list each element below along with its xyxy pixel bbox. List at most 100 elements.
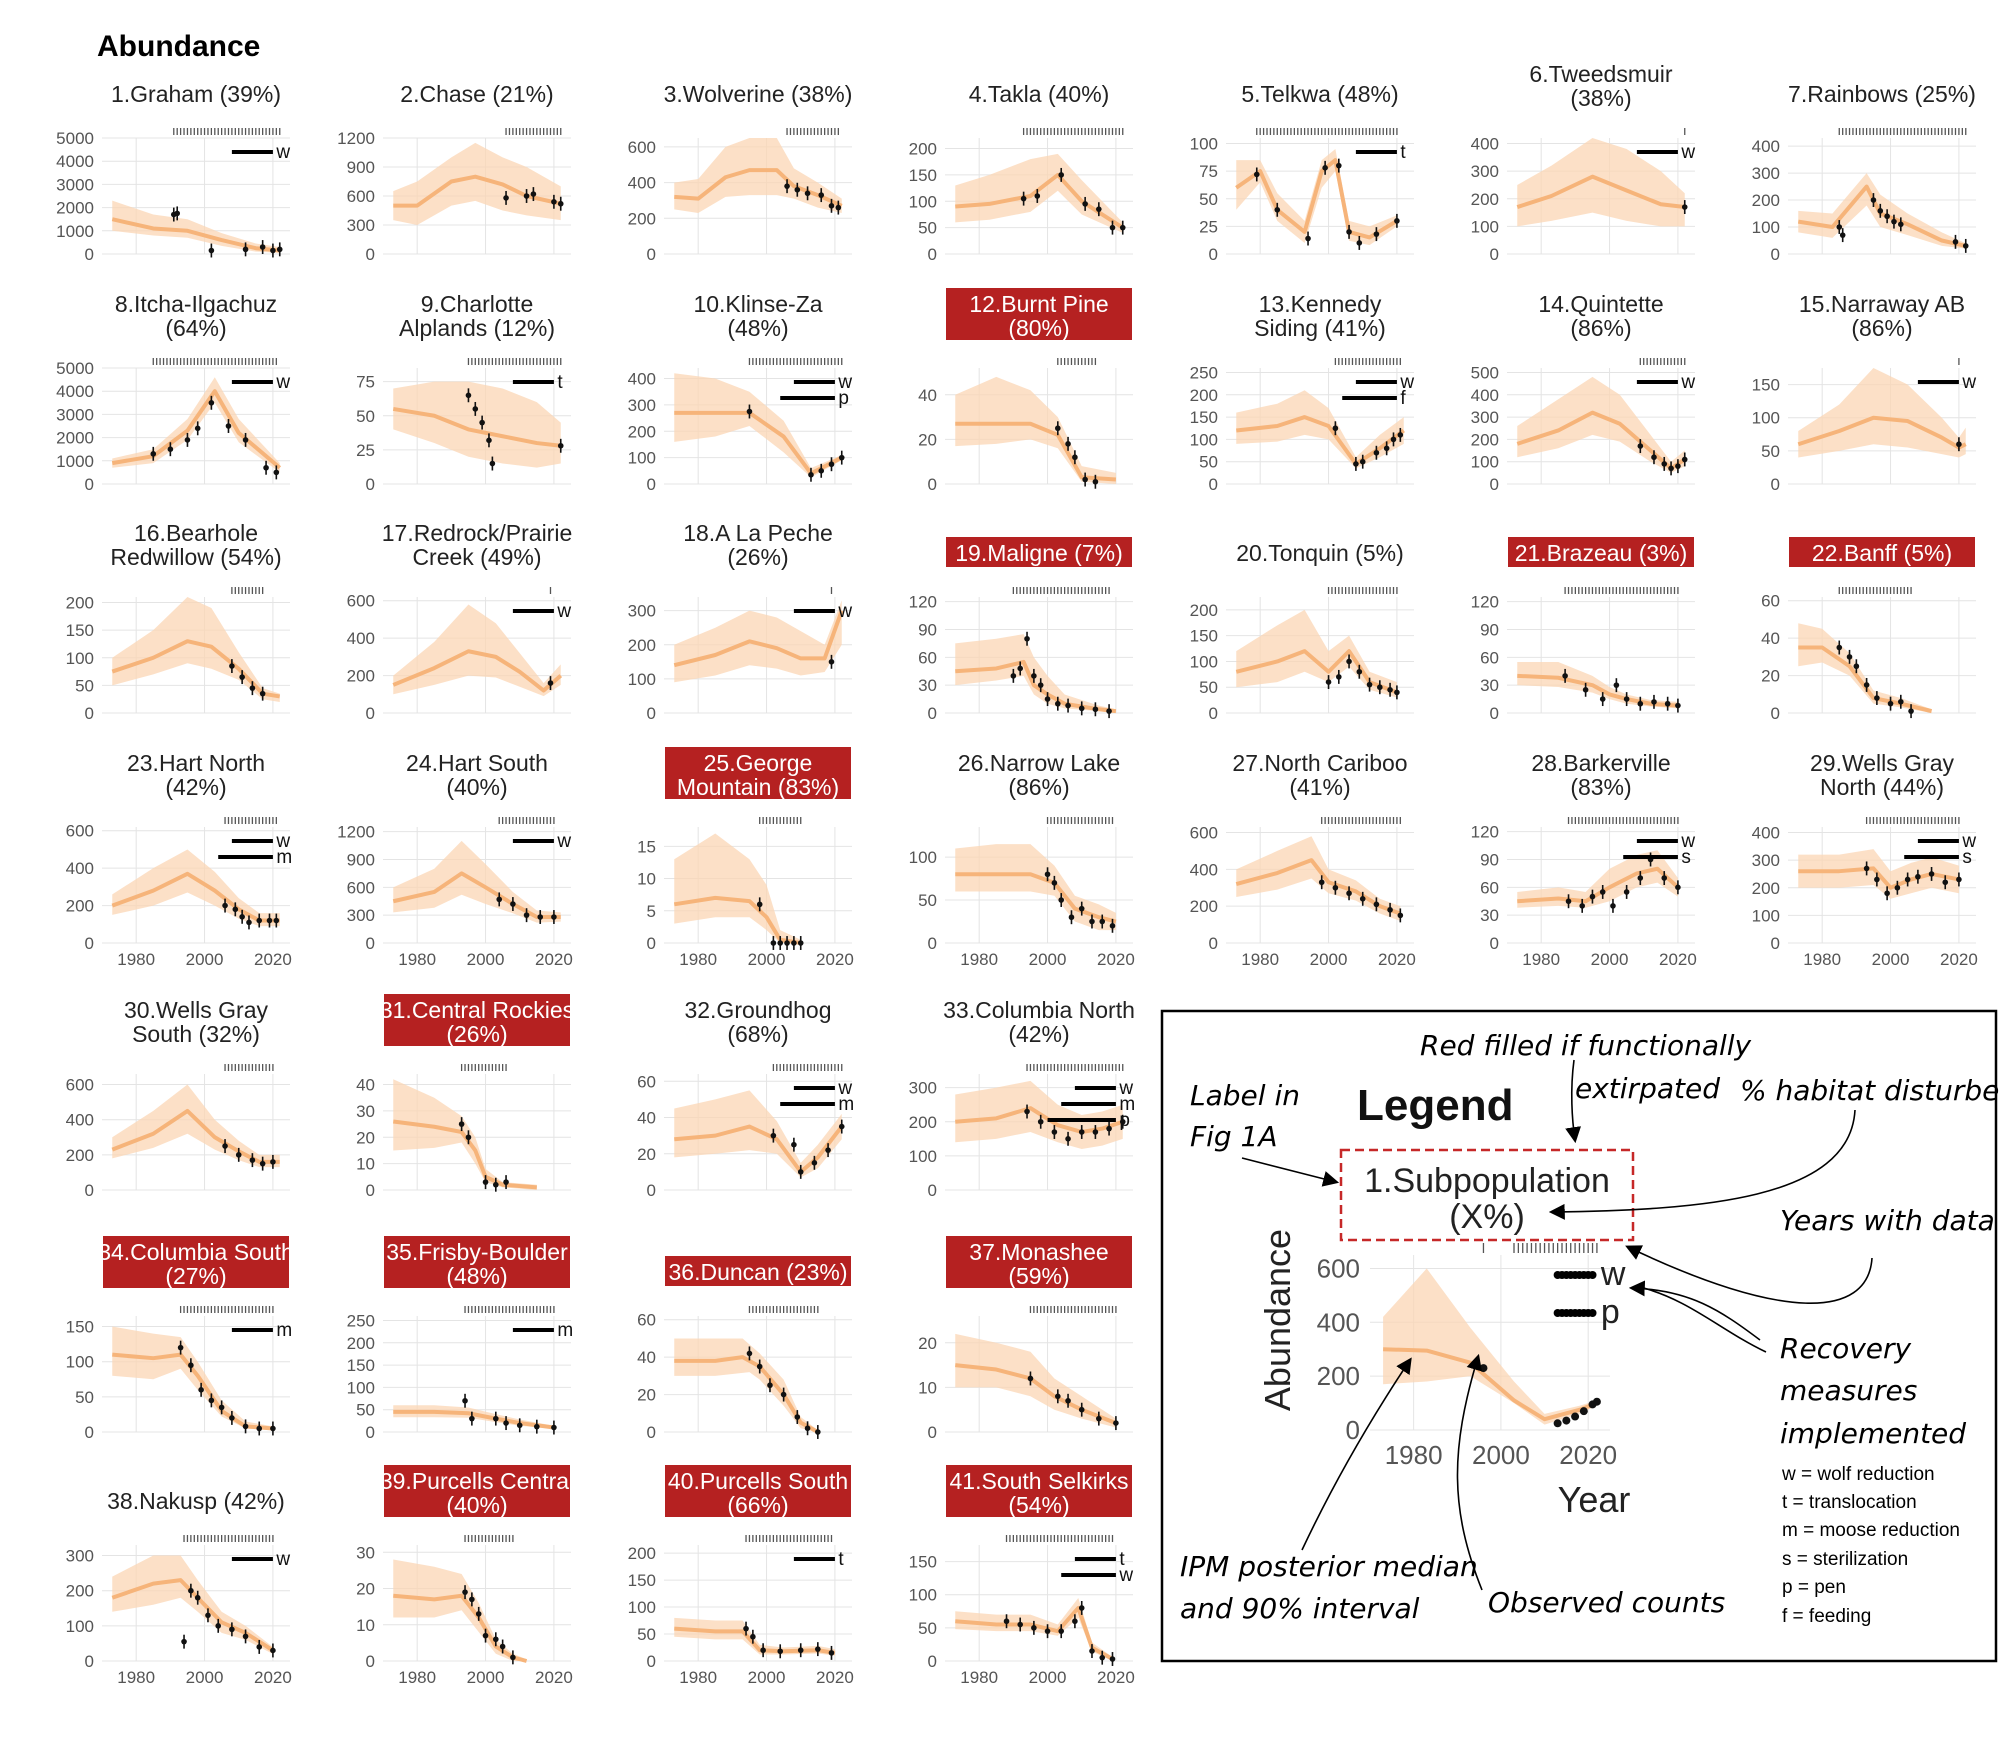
y-tick-label: 400 [628,370,656,389]
legend-x-tick: 1980 [1385,1440,1443,1470]
panel-7: 0 100 200 300 400 7.Rainbows (25%) [1752,81,1976,264]
obs-point [503,195,509,201]
y-tick-label: 120 [909,593,937,612]
y-tick-label: 4000 [56,152,94,171]
legend-obs-point [1562,1416,1571,1425]
y-tick-label: 150 [66,621,94,640]
obs-point [770,940,777,946]
y-tick-label: 50 [75,1388,94,1407]
credible-interval-band [112,849,280,927]
panel-title: (40%) [446,1492,507,1518]
y-tick-label: 150 [909,166,937,185]
key-wolf: w = wolf reduction [1781,1464,1935,1485]
obs-point [218,1404,225,1411]
median-line [111,1108,280,1164]
y-tick-label: 0 [1771,245,1780,264]
y-tick-label: 200 [347,667,375,686]
obs-point [259,690,266,697]
panel-title: 4.Takla (40%) [969,81,1110,107]
y-tick-label: 30 [1480,906,1499,925]
measure-label: w [1961,372,1976,393]
obs-point [1065,702,1071,709]
obs-point [188,1587,194,1594]
obs-point [760,1647,766,1654]
measure-label: w [1399,372,1414,393]
obs-point [465,1134,472,1141]
obs-point [1397,912,1404,919]
obs-point [1952,239,1959,245]
obs-point [1325,679,1332,685]
y-tick-label: 400 [1190,860,1218,879]
median-line [674,410,843,476]
obs-point [1874,695,1880,701]
panel-title: (80%) [1008,315,1069,341]
panel-title: (64%) [165,315,226,341]
credible-interval-band [1236,149,1397,246]
obs-point [465,392,472,399]
panel-title: 18.A La Peche [683,520,833,546]
obs-point [804,190,811,197]
y-tick-label: 50 [1761,442,1780,461]
y-tick-label: 20 [918,430,937,449]
y-tick-label: 0 [85,1652,94,1671]
obs-point [462,1397,468,1404]
obs-point [1027,1375,1034,1382]
measure-label: w [275,1549,290,1570]
measure-label: w [837,1078,852,1099]
y-tick-label: 0 [647,934,656,953]
measure-label: m [557,1320,573,1341]
median-line [1516,174,1685,210]
median-line [1517,673,1679,708]
y-tick-label: 10 [918,1378,937,1397]
median-line [1517,866,1680,904]
obs-point [1394,689,1400,696]
obs-point [1017,665,1023,672]
obs-point [818,468,825,474]
obs-point [1565,898,1572,905]
obs-point [1836,644,1843,651]
obs-point [756,901,763,908]
obs-point [1072,1618,1078,1625]
annotation-recovery-line2: measures [1780,1374,1917,1407]
obs-point [462,1589,468,1595]
panel-8: 0 1000 2000 3000 4000 5000 w 8.Itcha-Ilgachuz(6… [56,291,290,494]
obs-point [194,425,201,432]
y-tick-label: 100 [909,192,937,211]
panel-title: 1.Graham (39%) [111,81,281,107]
y-tick-label: 40 [918,386,937,405]
panel-title: 37.Monashee [969,1239,1108,1265]
median-line [674,1124,844,1174]
y-tick-label: 0 [85,475,94,494]
credible-interval-band [1236,390,1404,469]
obs-point [1397,432,1404,438]
obs-point [1305,235,1311,242]
y-tick-label: 400 [1752,824,1780,843]
y-tick-label: 60 [1480,648,1499,667]
x-tick-label: 2020 [1940,950,1978,969]
y-tick-label: 4000 [56,382,94,401]
y-tick-label: 60 [637,1311,656,1330]
obs-point [530,191,537,197]
obs-point [469,1596,475,1603]
obs-point [784,940,790,946]
y-tick-label: 200 [66,897,94,916]
obs-point [1891,218,1897,225]
obs-point [256,1425,263,1432]
measure-label: m [276,1320,292,1341]
y-tick-label: 200 [628,422,656,441]
panel-23: 0 200 400 600 wm 1980 2000 2020 23.Hart North(42… [66,750,293,969]
annotation-ipm-line1: IPM posterior median [1180,1550,1478,1583]
panel-32: 0 20 40 60 wm 32.Groundhog(68%) [637,997,854,1200]
credible-interval-band [674,373,842,478]
panel-title: 41.South Selkirks [950,1468,1129,1494]
obs-point [1664,700,1671,707]
y-tick-label: 50 [1199,453,1218,472]
obs-point [743,1625,749,1632]
obs-point [1356,240,1363,246]
y-tick-label: 20 [1761,667,1780,686]
panel-title: 14.Quintette [1538,291,1663,317]
legend-x-tick: 2020 [1559,1440,1617,1470]
annotation-red-line1: Red filled if functionally [1420,1029,1752,1062]
obs-point [838,454,845,461]
